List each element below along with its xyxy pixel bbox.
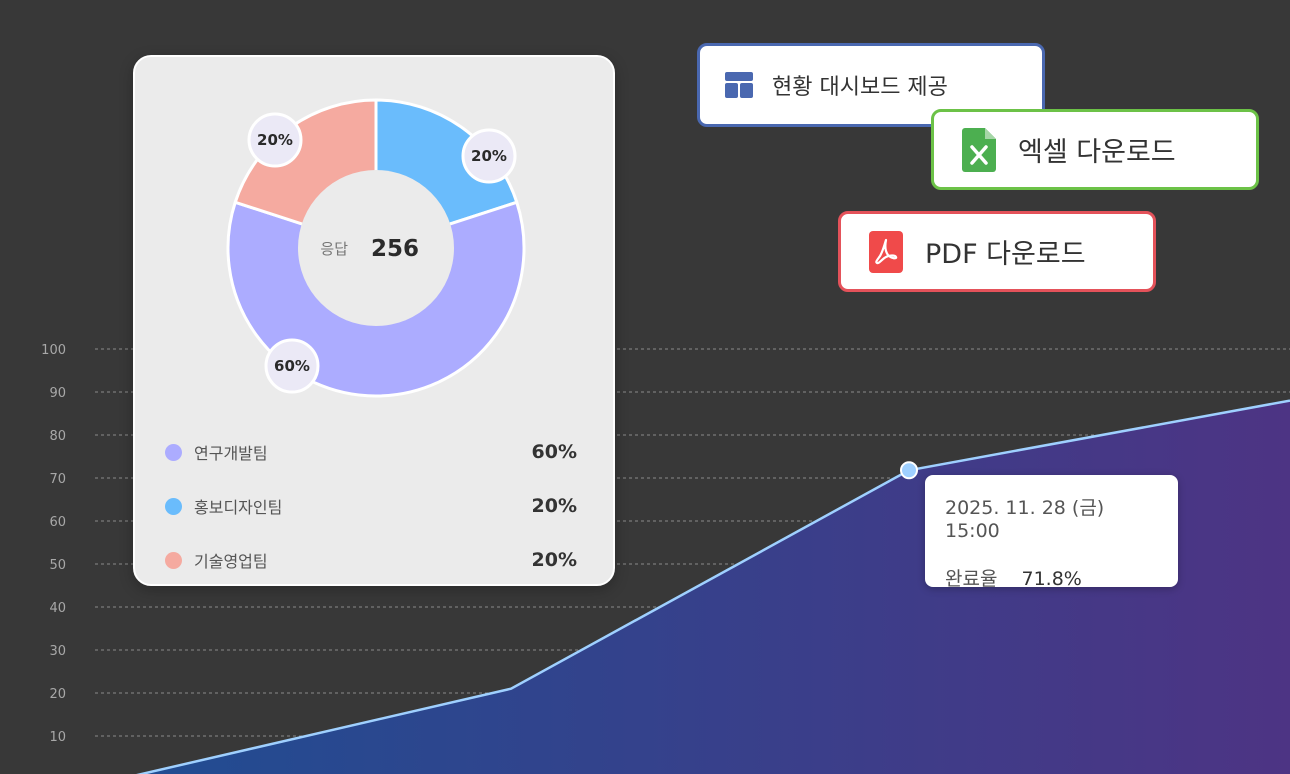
excel-file-icon bbox=[962, 127, 996, 172]
y-axis-ticks: 10 20 30 40 50 60 70 80 90 100 bbox=[41, 343, 66, 745]
y-tick-label: 60 bbox=[49, 515, 66, 530]
data-tooltip: 2025. 11. 28 (금) 15:00 완료율 71.8% bbox=[925, 475, 1178, 590]
slice-badge-label: 60% bbox=[274, 357, 310, 375]
excel-download-button[interactable]: 엑셀 다운로드 bbox=[931, 109, 1259, 190]
legend-item: 홍보디자인팀 20% bbox=[165, 479, 577, 533]
y-tick-label: 10 bbox=[49, 730, 66, 745]
tooltip-date: 2025. 11. 28 (금) 15:00 bbox=[945, 497, 1105, 542]
legend-name: 연구개발팀 bbox=[194, 444, 268, 463]
slice-badges: 20% 60% 20% bbox=[247, 112, 517, 394]
donut-hole bbox=[298, 170, 454, 326]
y-tick-label: 50 bbox=[49, 558, 66, 573]
legend-dot-research bbox=[165, 443, 182, 461]
highlight-point[interactable] bbox=[900, 461, 918, 480]
legend-item: 기술영업팀 20% bbox=[165, 533, 577, 587]
donut-chart-card: 20% 60% 20% 응답 256 연구개발팀 60% 홍보디자인팀 20% 기술… bbox=[133, 55, 615, 586]
center-label: 응답 bbox=[320, 240, 348, 258]
y-tick-label: 100 bbox=[41, 343, 66, 358]
slice-badge-label: 20% bbox=[257, 131, 293, 149]
slice-badge-bg bbox=[461, 128, 517, 184]
legend-value: 60% bbox=[531, 441, 577, 463]
dashboard-layout-icon bbox=[725, 72, 753, 98]
legend-dot-design bbox=[165, 497, 182, 515]
slice-badge: 20% bbox=[461, 128, 517, 184]
area-line bbox=[136, 399, 1290, 774]
excel-button-label: 엑셀 다운로드 bbox=[1018, 137, 1176, 168]
pdf-icon bbox=[869, 230, 903, 273]
y-tick-label: 80 bbox=[49, 429, 66, 444]
legend-value: 20% bbox=[531, 495, 577, 517]
legend-name: 홍보디자인팀 bbox=[194, 498, 283, 517]
legend: 연구개발팀 60% 홍보디자인팀 20% 기술영업팀 20% bbox=[165, 425, 577, 587]
y-tick-label: 40 bbox=[49, 601, 66, 616]
y-tick-label: 20 bbox=[49, 687, 66, 702]
legend-name: 기술영업팀 bbox=[194, 552, 268, 571]
slice-badge-bg bbox=[264, 338, 320, 394]
y-tick-label: 90 bbox=[49, 386, 66, 401]
legend-dot-sales bbox=[165, 551, 182, 569]
center-value: 256 bbox=[371, 236, 419, 262]
pdf-download-button[interactable]: PDF 다운로드 bbox=[838, 211, 1156, 292]
y-tick-label: 30 bbox=[49, 644, 66, 659]
slice-badge: 60% bbox=[264, 338, 320, 394]
tooltip-metric-value: 71.8% bbox=[1021, 568, 1082, 590]
tooltip-metric-label: 완료율 bbox=[945, 568, 998, 590]
pdf-button-label: PDF 다운로드 bbox=[925, 239, 1086, 270]
slice-badge: 20% bbox=[247, 112, 303, 168]
slice-badge-bg bbox=[247, 112, 303, 168]
legend-item: 연구개발팀 60% bbox=[165, 425, 577, 479]
tooltip-metric: 완료율 71.8% bbox=[945, 564, 1158, 591]
y-tick-label: 70 bbox=[49, 472, 66, 487]
donut-chart: 20% 60% 20% 응답 256 bbox=[226, 98, 526, 398]
slice-badge-label: 20% bbox=[471, 147, 507, 165]
dashboard-button-label: 현황 대시보드 제공 bbox=[772, 75, 948, 100]
legend-value: 20% bbox=[531, 549, 577, 571]
